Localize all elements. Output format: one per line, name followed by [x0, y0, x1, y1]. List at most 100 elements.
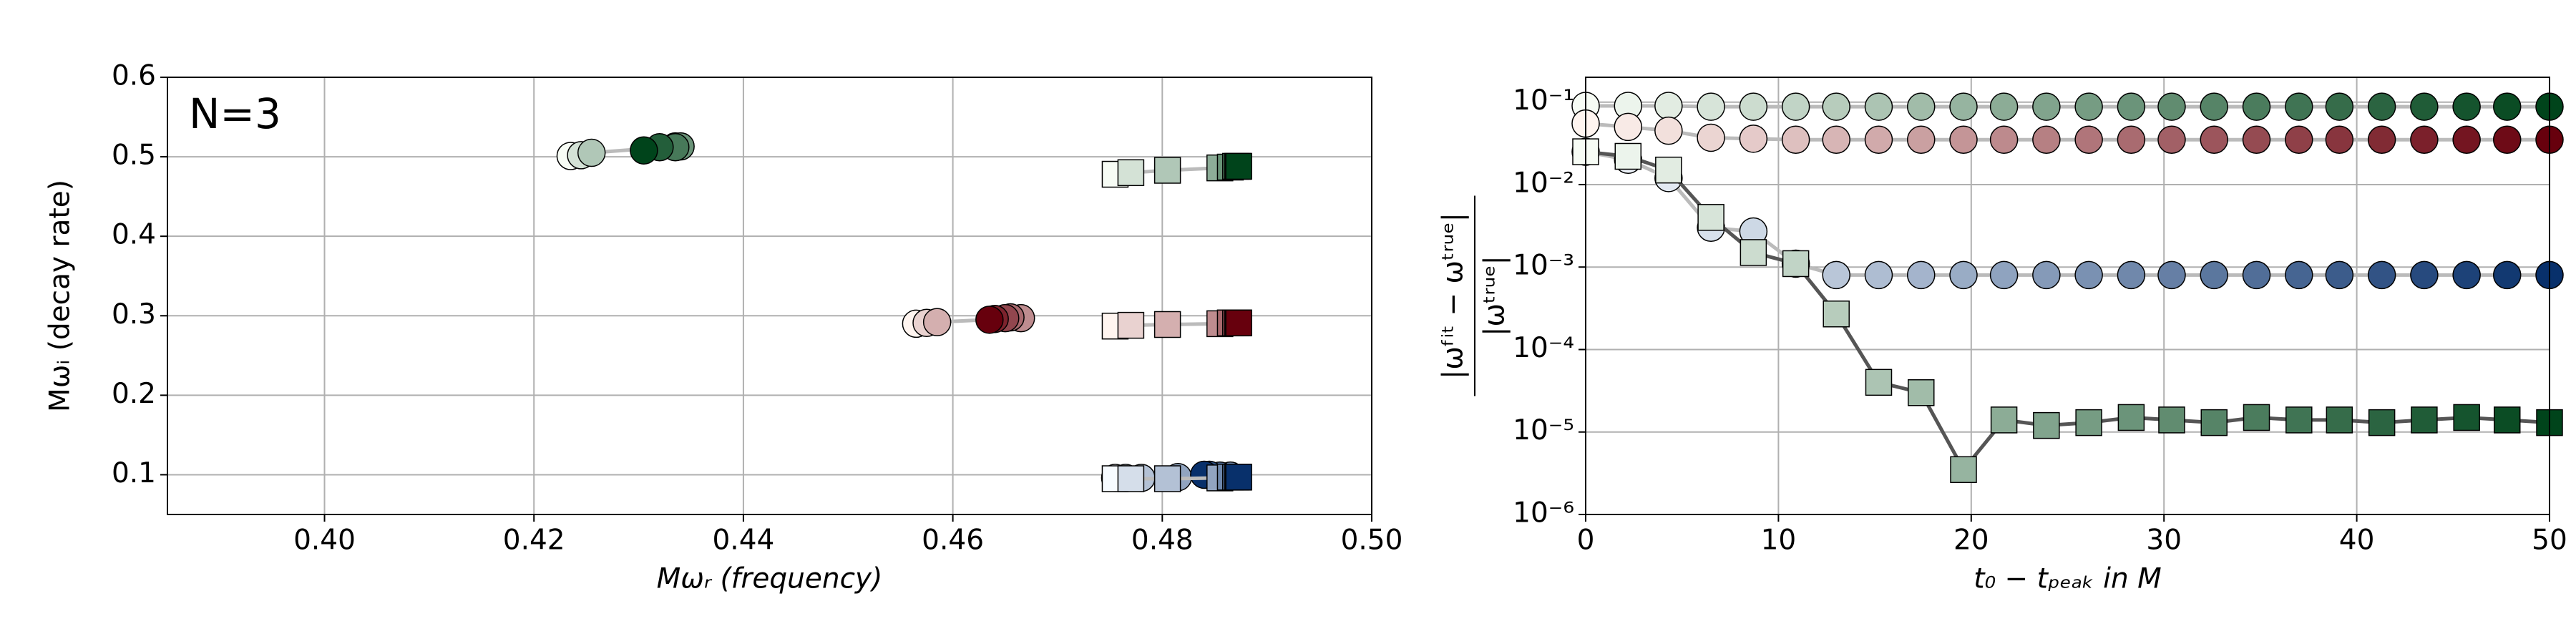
square-marker: [1225, 464, 1252, 491]
circle-marker: [2242, 125, 2271, 154]
square-marker: [2158, 406, 2185, 434]
y-tick-label: 0.4: [112, 219, 156, 251]
circle-marker: [2117, 125, 2146, 154]
circle-marker: [1907, 125, 1936, 154]
circle-marker: [2492, 260, 2522, 290]
circle-marker: [2242, 92, 2271, 121]
y-axis-label: Mωᵢ (decay rate): [44, 180, 77, 412]
x-tick-label: 20: [1953, 525, 1989, 557]
square-marker: [2493, 406, 2521, 434]
circle-marker: [2074, 92, 2103, 121]
circle-marker: [2242, 260, 2271, 290]
y-axis-label-numerator: |ωᶠⁱᵗ − ωᵗʳᵘᵉ|: [1438, 213, 1470, 379]
circle-marker: [1864, 260, 1893, 290]
x-tick-label: 0: [1577, 525, 1595, 557]
x-tick-label: 0.40: [293, 525, 356, 557]
circle-marker: [2325, 125, 2354, 154]
circle-marker: [1949, 92, 1978, 121]
circle-marker: [1907, 92, 1936, 121]
circle-marker: [577, 138, 606, 167]
x-tick-label: 40: [2339, 525, 2375, 557]
circle-marker: [1697, 123, 1725, 152]
circle-marker: [2157, 260, 2186, 290]
annotation: N=3: [189, 89, 281, 138]
circle-marker: [2157, 125, 2186, 154]
x-axis-label: Mωᵣ (frequency): [657, 563, 883, 595]
x-tick-label: 10: [1761, 525, 1797, 557]
circle-marker: [2074, 260, 2103, 290]
y-tick-label: 10⁻⁵: [1513, 414, 1574, 447]
square-marker: [2326, 406, 2353, 434]
circle-marker: [2032, 260, 2061, 290]
square-marker: [1655, 156, 1682, 184]
square-marker: [1117, 159, 1145, 187]
square-marker: [2368, 409, 2396, 436]
circle-marker: [2367, 125, 2396, 154]
square-marker: [1740, 239, 1767, 266]
circle-marker: [2410, 260, 2439, 290]
circle-marker: [2410, 92, 2439, 121]
circle-marker: [2285, 92, 2313, 121]
circle-marker: [2200, 260, 2228, 290]
circle-marker: [2285, 260, 2313, 290]
y-tick-label: 0.5: [112, 140, 156, 172]
circle-marker: [2452, 125, 2481, 154]
circle-marker: [2492, 92, 2522, 121]
circle-marker: [1989, 260, 2019, 290]
circle-marker: [975, 306, 1004, 334]
square-marker: [1782, 250, 1810, 278]
circle-marker: [1864, 92, 1893, 121]
circle-marker: [1989, 92, 2019, 121]
square-marker: [1865, 369, 1893, 396]
circle-marker: [1614, 112, 1643, 142]
circle-marker: [2074, 125, 2103, 154]
square-marker: [1614, 142, 1642, 170]
square-marker: [1225, 152, 1252, 180]
square-marker: [1950, 456, 1977, 484]
circle-marker: [1822, 125, 1850, 154]
circle-marker: [1822, 260, 1850, 290]
circle-marker: [2285, 125, 2313, 154]
x-tick-label: 50: [2532, 525, 2567, 557]
circle-marker: [1739, 92, 1768, 121]
square-marker: [1153, 157, 1181, 184]
circle-marker: [1739, 125, 1768, 153]
square-marker: [2033, 411, 2060, 439]
circle-marker: [2325, 260, 2354, 290]
x-tick-label: 0.46: [922, 525, 984, 557]
circle-marker: [2410, 125, 2439, 154]
series-line: [1586, 104, 2550, 109]
circle-marker: [2200, 92, 2228, 121]
square-marker: [1153, 465, 1181, 492]
circle-marker: [1864, 125, 1893, 154]
square-marker: [2117, 404, 2145, 431]
plot-frame: [167, 77, 1372, 515]
square-marker: [1117, 465, 1145, 492]
y-tick-label: 0.2: [112, 378, 156, 410]
x-tick-label: 0.42: [503, 525, 565, 557]
square-marker: [2243, 404, 2270, 431]
square-marker: [2200, 409, 2228, 436]
y-tick-label: 10⁻²: [1513, 167, 1574, 199]
circle-marker: [1907, 260, 1936, 290]
circle-marker: [2117, 92, 2146, 121]
circle-marker: [1654, 92, 1683, 120]
circle-marker: [2367, 92, 2396, 121]
x-tick-label: 30: [2146, 525, 2182, 557]
y-tick-label: 0.6: [112, 60, 156, 92]
circle-marker: [630, 136, 658, 165]
circle-marker: [1697, 92, 1725, 121]
series-line: [1585, 150, 2550, 473]
circle-marker: [922, 308, 952, 336]
y-tick-label: 10⁻⁴: [1513, 332, 1574, 364]
y-tick-label: 0.1: [112, 457, 156, 489]
circle-marker: [1781, 125, 1810, 154]
circle-marker: [2032, 125, 2061, 154]
square-marker: [1117, 311, 1145, 339]
circle-marker: [1989, 125, 2019, 154]
square-marker: [1823, 301, 1850, 328]
square-marker: [1153, 311, 1181, 338]
y-tick-label: 10⁻³: [1513, 250, 1574, 282]
square-marker: [2411, 406, 2438, 434]
